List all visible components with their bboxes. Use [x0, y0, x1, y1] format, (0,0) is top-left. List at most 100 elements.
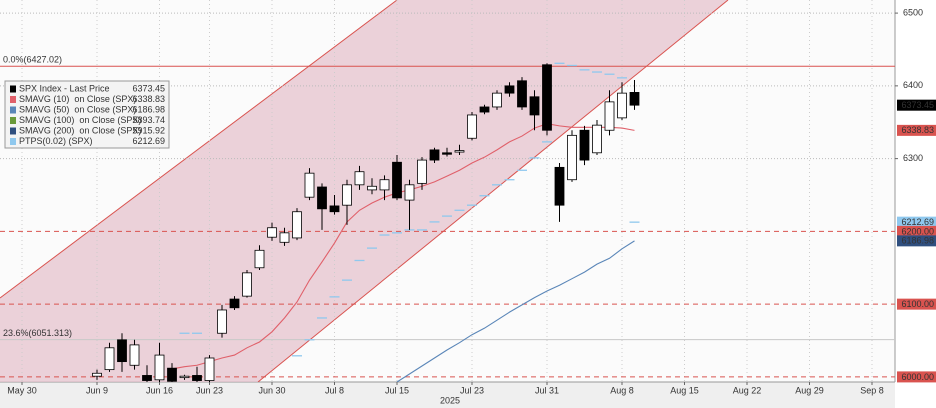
- x-tick-label: Jun 16: [146, 385, 173, 395]
- candle-body: [504, 85, 515, 94]
- legend-value: 5893.74: [132, 115, 165, 125]
- price-marker-label: 6200.00: [901, 226, 934, 236]
- candle-body: [567, 134, 577, 181]
- candle-body: [604, 101, 615, 131]
- candle-body: [479, 106, 490, 113]
- y-axis-band: [895, 0, 936, 408]
- candle-body: [617, 92, 627, 119]
- x-tick-label: Aug 15: [670, 385, 699, 395]
- legend-value: 5915.92: [132, 125, 165, 135]
- moving-average: [396, 240, 635, 382]
- candle-body: [229, 298, 240, 309]
- x-tick-label: Jun 9: [86, 385, 108, 395]
- legend-name: SMAVG (100) on Close (SPX): [19, 115, 141, 125]
- legend-swatch: [10, 117, 16, 124]
- axes: 6300 6400 6500 May 30 Jun 9 Jun 16 Jun 23 Jun 3…: [7, 7, 936, 395]
- price-marker-label: 6000.00: [901, 372, 934, 382]
- legend-name: SMAVG (200) on Close (SPX): [19, 125, 141, 135]
- candle-body: [429, 149, 440, 161]
- x-tick-label: Jul 31: [535, 385, 559, 395]
- moving-average: [171, 123, 635, 370]
- price-marker: [897, 225, 936, 237]
- price-marker-label: 6338.83: [901, 125, 934, 135]
- candle-body: [529, 96, 540, 116]
- legend-value: 6338.83: [132, 94, 165, 104]
- candle-body: [104, 347, 115, 371]
- legend-swatch: [10, 127, 16, 135]
- candle-body: [367, 185, 377, 191]
- candle-body: [629, 92, 640, 106]
- levels: 0.0%(6427.02) 23.6%(6051.313): [0, 55, 895, 378]
- candle-body: [304, 172, 315, 198]
- candle-body: [117, 339, 127, 363]
- candle-body: [92, 372, 102, 377]
- x-tick-label: Jul 15: [385, 385, 409, 395]
- candle-body: [154, 354, 165, 381]
- candle-body: [242, 272, 252, 297]
- x-tick-label: Jul 8: [325, 385, 344, 395]
- candle-body: [292, 211, 302, 239]
- candle-body: [354, 171, 365, 186]
- legend-value: 6186.98: [132, 104, 165, 114]
- x-tick-label: Jul 23: [460, 385, 484, 395]
- x-axis-band: [0, 382, 895, 408]
- price-marker: [897, 124, 936, 136]
- legend-swatch: [10, 138, 16, 145]
- candle-body: [192, 375, 202, 381]
- y-tick-label: 6300: [903, 153, 923, 163]
- candle-body: [217, 309, 227, 334]
- legend-swatch: [10, 96, 16, 103]
- legend-swatch: [10, 106, 16, 114]
- candle-body: [492, 92, 502, 108]
- legend-value: 6212.69: [132, 136, 165, 146]
- x-tick-label: Aug 29: [795, 385, 824, 395]
- price-marker: [897, 99, 936, 111]
- x-tick-label: Aug 8: [610, 385, 634, 395]
- candle-body: [342, 184, 352, 206]
- candle-body: [579, 129, 590, 161]
- legend-value: 6373.45: [132, 83, 165, 93]
- candle-body: [167, 367, 177, 382]
- candle-body: [554, 166, 565, 206]
- legend-swatch: [10, 85, 16, 93]
- channel-upper: [0, 0, 398, 299]
- candle-body: [279, 232, 290, 243]
- channel-lower: [257, 0, 729, 382]
- legend-name: PTPS(0.02) (SPX): [19, 136, 93, 146]
- candle-body: [179, 375, 190, 379]
- price-marker-label: 6100.00: [901, 299, 934, 309]
- x-tick-label: Jun 30: [258, 385, 285, 395]
- candle-body: [454, 150, 465, 153]
- candle-body: [379, 179, 390, 191]
- plot: [92, 62, 640, 382]
- price-marker: [897, 298, 936, 310]
- candle-body: [467, 114, 477, 139]
- y-tick-label: 6400: [903, 80, 923, 90]
- candle-body: [254, 249, 265, 269]
- price-marker-label: 6186.98: [901, 236, 934, 246]
- grid: [0, 0, 895, 382]
- candle-body: [204, 357, 215, 381]
- candle-body: [392, 161, 402, 199]
- candle-body: [267, 227, 277, 238]
- candle-body: [142, 375, 152, 381]
- x-tick-label: Jun 23: [196, 385, 223, 395]
- candle-body: [404, 184, 415, 201]
- price-marker: [897, 371, 936, 383]
- candle-body: [417, 159, 427, 184]
- candle-body: [442, 152, 452, 155]
- level-label: 23.6%(6051.313): [3, 328, 72, 338]
- price-marker: [897, 235, 936, 247]
- legend-name: SMAVG (50) on Close (SPX): [19, 104, 136, 114]
- candle-body: [317, 186, 327, 210]
- price-marker-label: 6212.69: [901, 217, 934, 227]
- candle-body: [517, 80, 527, 108]
- level-label: 0.0%(6427.02): [3, 55, 62, 65]
- legend-name: SPX Index - Last Price: [19, 83, 110, 93]
- x-tick-label: Aug 22: [733, 385, 762, 395]
- y-tick-label: 6500: [903, 7, 923, 17]
- candle-body: [592, 124, 602, 154]
- candle-body: [329, 205, 340, 213]
